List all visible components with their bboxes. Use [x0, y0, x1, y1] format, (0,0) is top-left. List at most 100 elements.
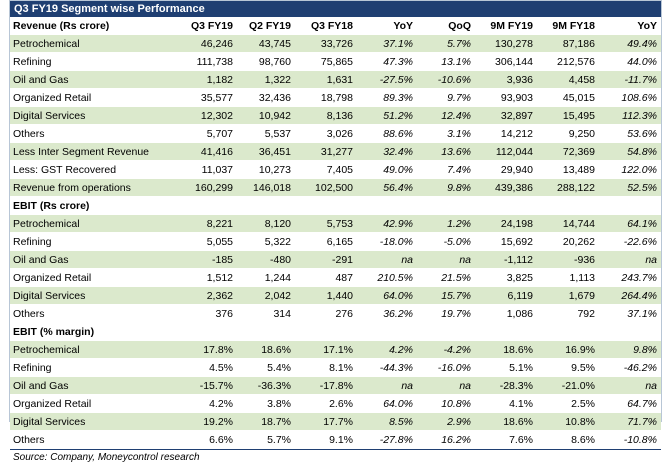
- table-cell: 9.1%: [295, 430, 357, 449]
- table-cell: 15,495: [537, 106, 599, 125]
- table-cell: 5.7%: [237, 430, 295, 449]
- section-heading: EBIT (Rs crore): [10, 196, 175, 215]
- table-cell: 3,825: [475, 268, 537, 287]
- table-cell: 1,679: [537, 286, 599, 305]
- table-row: Refining 5,055 5,322 6,165 -18.0% -5.0% 15,692…: [10, 232, 661, 251]
- table-cell: 8.1%: [295, 358, 357, 377]
- table-cell: 264.4%: [599, 286, 661, 305]
- table-cell: 4.1%: [475, 394, 537, 413]
- table-cell: -17.8%: [295, 376, 357, 395]
- table-cell: 88.6%: [357, 124, 417, 143]
- table-row: Digital Services 12,302 10,942 8,136 51.2% 12…: [10, 106, 661, 125]
- row-label: Organized Retail: [10, 268, 175, 287]
- table-cell: 75,865: [295, 52, 357, 71]
- table-cell: 4.5%: [175, 358, 237, 377]
- table-cell: 2,042: [237, 286, 295, 305]
- section-header-cell: [537, 196, 599, 215]
- section-header-row: Revenue (Rs crore) Q3 FY19 Q2 FY19 Q3 FY18 Y…: [10, 17, 661, 35]
- table-cell: 47.3%: [357, 52, 417, 71]
- table-cell: 49.4%: [599, 34, 661, 53]
- section-header-cell: [175, 196, 237, 215]
- table-cell: 46,246: [175, 34, 237, 53]
- table-cell: 10,273: [237, 160, 295, 179]
- section-header-cell: [175, 322, 237, 341]
- table-cell: 24,198: [475, 214, 537, 233]
- table-row: Others 5,707 5,537 3,026 88.6% 3.1% 14,212 9,25…: [10, 124, 661, 143]
- row-label: Petrochemical: [10, 214, 175, 233]
- section-header-cell: [475, 322, 537, 341]
- table-cell: 1,113: [537, 268, 599, 287]
- table-cell: 2.5%: [537, 394, 599, 413]
- table-cell: 14,212: [475, 124, 537, 143]
- table-cell: 17.8%: [175, 340, 237, 359]
- section-header-cell: [599, 322, 661, 341]
- table-cell: 160,299: [175, 178, 237, 197]
- table-cell: -28.3%: [475, 376, 537, 395]
- table-cell: -4.2%: [417, 340, 475, 359]
- table-cell: -22.6%: [599, 232, 661, 251]
- table-cell: 64.1%: [599, 214, 661, 233]
- table-cell: 146,018: [237, 178, 295, 197]
- table-cell: 64.7%: [599, 394, 661, 413]
- table-cell: -10.8%: [599, 430, 661, 449]
- column-header: YoY: [357, 17, 417, 35]
- row-label: Digital Services: [10, 286, 175, 305]
- table-cell: 5,055: [175, 232, 237, 251]
- table-cell: 6,165: [295, 232, 357, 251]
- table-cell: 3.8%: [237, 394, 295, 413]
- table-cell: 243.7%: [599, 268, 661, 287]
- table-cell: -18.0%: [357, 232, 417, 251]
- table-cell: 32,436: [237, 88, 295, 107]
- row-label: Others: [10, 430, 175, 449]
- table-cell: 6.6%: [175, 430, 237, 449]
- table-row: Organized Retail 1,512 1,244 487 210.5% 21.5%…: [10, 268, 661, 287]
- table-cell: 108.6%: [599, 88, 661, 107]
- section-header-cell: [295, 196, 357, 215]
- table-cell: 44.0%: [599, 52, 661, 71]
- table-row: Oil and Gas 1,182 1,322 1,631 -27.5% -10.6% 3,…: [10, 70, 661, 89]
- table-cell: 8,120: [237, 214, 295, 233]
- table-cell: 9,250: [537, 124, 599, 143]
- row-label: Petrochemical: [10, 340, 175, 359]
- source-note: Source: Company, Moneycontrol research: [10, 449, 661, 466]
- table-cell: 102,500: [295, 178, 357, 197]
- table-cell: 2.6%: [295, 394, 357, 413]
- table-cell: 5,707: [175, 124, 237, 143]
- table-cell: 487: [295, 268, 357, 287]
- section-header-cell: [537, 322, 599, 341]
- table-cell: 37.1%: [599, 304, 661, 323]
- table-cell: 21.5%: [417, 268, 475, 287]
- table-cell: 2,362: [175, 286, 237, 305]
- table-cell: 792: [537, 304, 599, 323]
- table-cell: 10,942: [237, 106, 295, 125]
- table-cell: -291: [295, 250, 357, 269]
- table-cell: -5.0%: [417, 232, 475, 251]
- table-cell: 15,692: [475, 232, 537, 251]
- column-header: 9M FY18: [537, 17, 599, 35]
- column-header: QoQ: [417, 17, 475, 35]
- table-cell: 5,753: [295, 214, 357, 233]
- table-cell: 15.7%: [417, 286, 475, 305]
- table-cell: 13.1%: [417, 52, 475, 71]
- table-cell: 1,440: [295, 286, 357, 305]
- table-cell: 56.4%: [357, 178, 417, 197]
- segment-table: Revenue (Rs crore) Q3 FY19 Q2 FY19 Q3 FY18 Y…: [10, 17, 661, 449]
- section-header-cell: [237, 322, 295, 341]
- table-cell: 53.6%: [599, 124, 661, 143]
- table-cell: -27.8%: [357, 430, 417, 449]
- row-label: Refining: [10, 232, 175, 251]
- column-header: 9M FY19: [475, 17, 537, 35]
- table-body: Revenue (Rs crore) Q3 FY19 Q2 FY19 Q3 FY18 Y…: [10, 17, 661, 449]
- table-cell: 314: [237, 304, 295, 323]
- table-row: Oil and Gas -15.7% -36.3% -17.8% na na -28.3% -…: [10, 376, 661, 395]
- table-cell: 36.2%: [357, 304, 417, 323]
- table-cell: 1.2%: [417, 214, 475, 233]
- table-cell: 43,745: [237, 34, 295, 53]
- table-row: Organized Retail 4.2% 3.8% 2.6% 64.0% 10.8% 4.…: [10, 394, 661, 413]
- table-cell: 13,489: [537, 160, 599, 179]
- table-cell: na: [599, 250, 661, 269]
- section-header-cell: [295, 322, 357, 341]
- table-cell: 7.6%: [475, 430, 537, 449]
- section-heading: Revenue (Rs crore): [10, 17, 175, 35]
- table-cell: 64.0%: [357, 394, 417, 413]
